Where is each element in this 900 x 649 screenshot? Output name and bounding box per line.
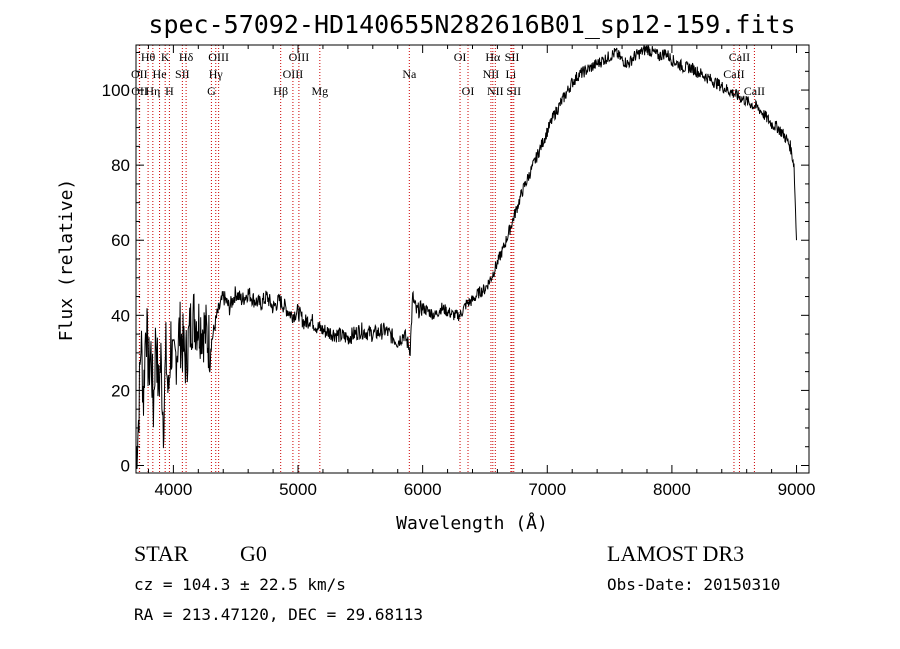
emission-line-label: NII [483, 67, 500, 81]
emission-line-label: SII [506, 84, 521, 98]
redshift-cz: cz = 104.3 ± 22.5 km/s [134, 575, 346, 594]
y-tick-label: 40 [111, 306, 130, 325]
x-tick-label: 6000 [404, 480, 442, 499]
coordinates: RA = 213.47120, DEC = 29.68113 [134, 605, 423, 624]
emission-line-label: CaII [729, 50, 750, 64]
x-axis-label: Wavelength (Å) [396, 512, 548, 534]
emission-line-label: OIII [208, 50, 229, 64]
y-tick-label: 100 [102, 81, 130, 100]
emission-line-label: OIII [289, 50, 310, 64]
y-tick-label: 0 [121, 456, 130, 475]
y-axis-ticks: 0 20 40 60 80 100 [102, 52, 809, 475]
emission-line-markers [138, 45, 755, 473]
emission-line-labels: Hθ K Hδ OIII OIII OI Hα SII CaII OII He SII Hγ OIII Na… [131, 50, 765, 98]
object-class: STAR [134, 541, 189, 566]
x-tick-label: 9000 [778, 480, 816, 499]
emission-line-label: Hα [485, 50, 501, 64]
x-tick-label: 4000 [154, 480, 192, 499]
y-tick-label: 80 [111, 156, 130, 175]
chart-title: spec-57092-HD140655N282616B01_sp12-159.f… [148, 10, 795, 39]
emission-line-label: OII [131, 84, 148, 98]
y-axis-label: Flux (relative) [56, 179, 77, 342]
emission-line-label: NII [487, 84, 504, 98]
emission-line-label: Hη [145, 84, 160, 98]
emission-line-label: Na [402, 67, 417, 81]
emission-line-label: K [161, 50, 170, 64]
emission-line-label: CaII [744, 84, 765, 98]
emission-line-label: OIII [283, 67, 304, 81]
emission-line-label: He [153, 67, 167, 81]
survey-name: LAMOST DR3 [607, 541, 744, 566]
x-tick-label: 7000 [528, 480, 566, 499]
emission-line-label: Hβ [273, 84, 288, 98]
emission-line-label: OI [454, 50, 467, 64]
flux-series-line [135, 44, 797, 470]
y-tick-label: 20 [111, 381, 130, 400]
emission-line-label: Hγ [209, 67, 224, 81]
emission-line-label: SII [175, 67, 190, 81]
emission-line-label: SII [505, 50, 520, 64]
x-tick-label: 8000 [653, 480, 691, 499]
emission-line-label: CaII [723, 67, 744, 81]
x-tick-label: 5000 [279, 480, 317, 499]
emission-line-label: Li [506, 67, 517, 81]
emission-line-label: G [207, 84, 216, 98]
y-tick-label: 60 [111, 231, 130, 250]
object-subclass: G0 [240, 541, 267, 566]
emission-line-label: Mg [311, 84, 328, 98]
x-axis-ticks: 4000 5000 6000 7000 8000 9000 [147, 45, 816, 499]
emission-line-label: H [165, 84, 174, 98]
emission-line-label: Hθ [141, 50, 156, 64]
obs-date: Obs-Date: 20150310 [607, 575, 780, 594]
emission-line-label: OII [131, 67, 148, 81]
plot-frame [135, 44, 810, 474]
emission-line-label: OI [462, 84, 475, 98]
emission-line-label: Hδ [179, 50, 194, 64]
